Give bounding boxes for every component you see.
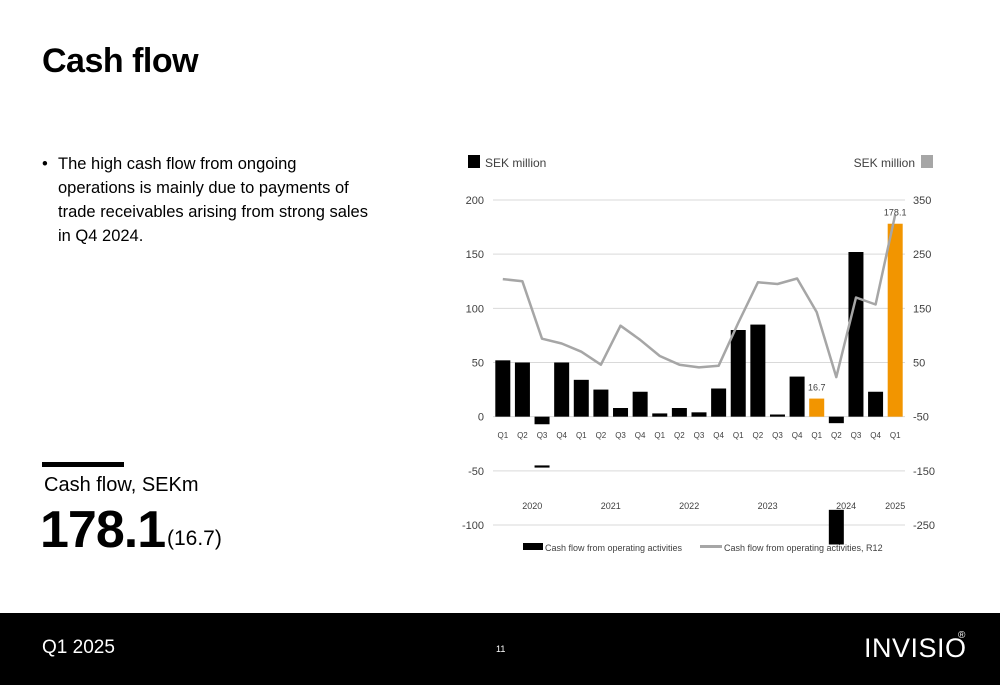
year-label: 2021	[601, 501, 621, 511]
bar	[730, 330, 746, 417]
page-title: Cash flow	[42, 42, 199, 80]
bar	[828, 416, 844, 424]
x-tick-label: Q4	[556, 431, 567, 440]
bar	[750, 324, 766, 417]
left-axis-label: SEK million	[485, 156, 546, 170]
legend-bar-label: Cash flow from operating activities	[545, 543, 683, 553]
y-left-tick-label: 0	[478, 412, 484, 424]
year-label: 2022	[679, 501, 699, 511]
x-tick-label: Q3	[851, 431, 862, 440]
bar	[593, 389, 609, 417]
x-tick-label: Q4	[870, 431, 881, 440]
bar	[789, 376, 805, 417]
x-tick-label: Q3	[537, 431, 548, 440]
y-right-tick-label: 50	[913, 358, 925, 370]
year-label: 2024	[836, 501, 856, 511]
legend-bar-swatch-icon	[523, 543, 543, 550]
y-right-tick-label: 150	[913, 303, 931, 315]
x-tick-label: Q2	[596, 431, 607, 440]
y-right-tick-label: 350	[913, 195, 931, 207]
bar	[809, 398, 825, 417]
bar-lower-segment	[828, 509, 844, 545]
data-label: 178.1	[884, 208, 907, 218]
bar	[632, 391, 648, 417]
bar	[573, 379, 589, 417]
bar	[652, 413, 668, 417]
x-tick-label: Q1	[733, 431, 744, 440]
legend-line-label: Cash flow from operating activities, R12	[724, 543, 883, 553]
x-tick-label: Q1	[811, 431, 822, 440]
y-left-tick-label: -50	[468, 466, 484, 478]
bar-lower-segment	[534, 465, 550, 468]
y-left-tick-label: 50	[472, 358, 484, 370]
bar	[495, 360, 511, 417]
y-left-tick-label: -100	[462, 520, 484, 532]
x-tick-label: Q2	[674, 431, 685, 440]
footer-quarter: Q1 2025	[42, 637, 115, 658]
page-number: 11	[496, 644, 506, 654]
right-axis-label: SEK million	[854, 156, 915, 170]
year-label: 2025	[885, 501, 905, 511]
bar	[848, 252, 864, 417]
y-left-tick-label: 150	[466, 249, 484, 261]
x-tick-label: Q1	[576, 431, 587, 440]
bar	[769, 414, 785, 417]
kpi-value: 178.1	[40, 501, 166, 559]
x-tick-label: Q3	[694, 431, 705, 440]
x-tick-label: Q4	[635, 431, 646, 440]
cash-flow-chart: -100 -50 0 50 100 150 200 -250 -150 -50 50 150 250 35…	[462, 155, 935, 553]
bullet-dot-icon: •	[42, 155, 48, 173]
x-tick-label: Q4	[792, 431, 803, 440]
bar	[554, 362, 570, 417]
bar	[671, 408, 687, 417]
data-label: 16.7	[808, 383, 826, 393]
bar	[887, 223, 903, 417]
kpi-previous-value: (16.7)	[167, 527, 222, 550]
bar	[514, 362, 530, 417]
y-right-tick-label: -250	[913, 520, 935, 532]
y-right-tick-label: -50	[913, 412, 929, 424]
x-tick-label: Q1	[497, 431, 508, 440]
left-axis-swatch-icon	[468, 155, 480, 168]
registered-mark-icon: ®	[958, 630, 966, 641]
right-axis-swatch-icon	[921, 155, 933, 168]
x-tick-label: Q1	[890, 431, 901, 440]
footer: Q1 2025 11 INVISIO ®	[0, 613, 1000, 685]
bar	[868, 391, 884, 417]
bar	[711, 388, 727, 417]
x-tick-label: Q2	[753, 431, 764, 440]
x-tick-label: Q4	[713, 431, 724, 440]
x-tick-label: Q3	[772, 431, 783, 440]
year-label: 2020	[522, 501, 542, 511]
bar	[613, 408, 629, 417]
x-tick-label: Q2	[831, 431, 842, 440]
y-right-tick-label: -150	[913, 466, 935, 478]
x-tick-label: Q2	[517, 431, 528, 440]
year-label: 2023	[758, 501, 778, 511]
x-tick-label: Q3	[615, 431, 626, 440]
bar	[534, 416, 550, 425]
y-left-tick-label: 200	[466, 195, 484, 207]
y-left-tick-label: 100	[466, 303, 484, 315]
x-tick-label: Q1	[654, 431, 665, 440]
kpi-divider	[42, 462, 124, 467]
bullet-point: • The high cash flow from ongoing operat…	[42, 152, 372, 248]
y-right-tick-label: 250	[913, 249, 931, 261]
invisio-logo: INVISIO	[864, 633, 967, 663]
bullet-text: The high cash flow from ongoing operatio…	[58, 155, 368, 245]
kpi-label: Cash flow, SEKm	[44, 474, 199, 496]
bar	[691, 412, 707, 417]
r12-line	[502, 214, 897, 379]
